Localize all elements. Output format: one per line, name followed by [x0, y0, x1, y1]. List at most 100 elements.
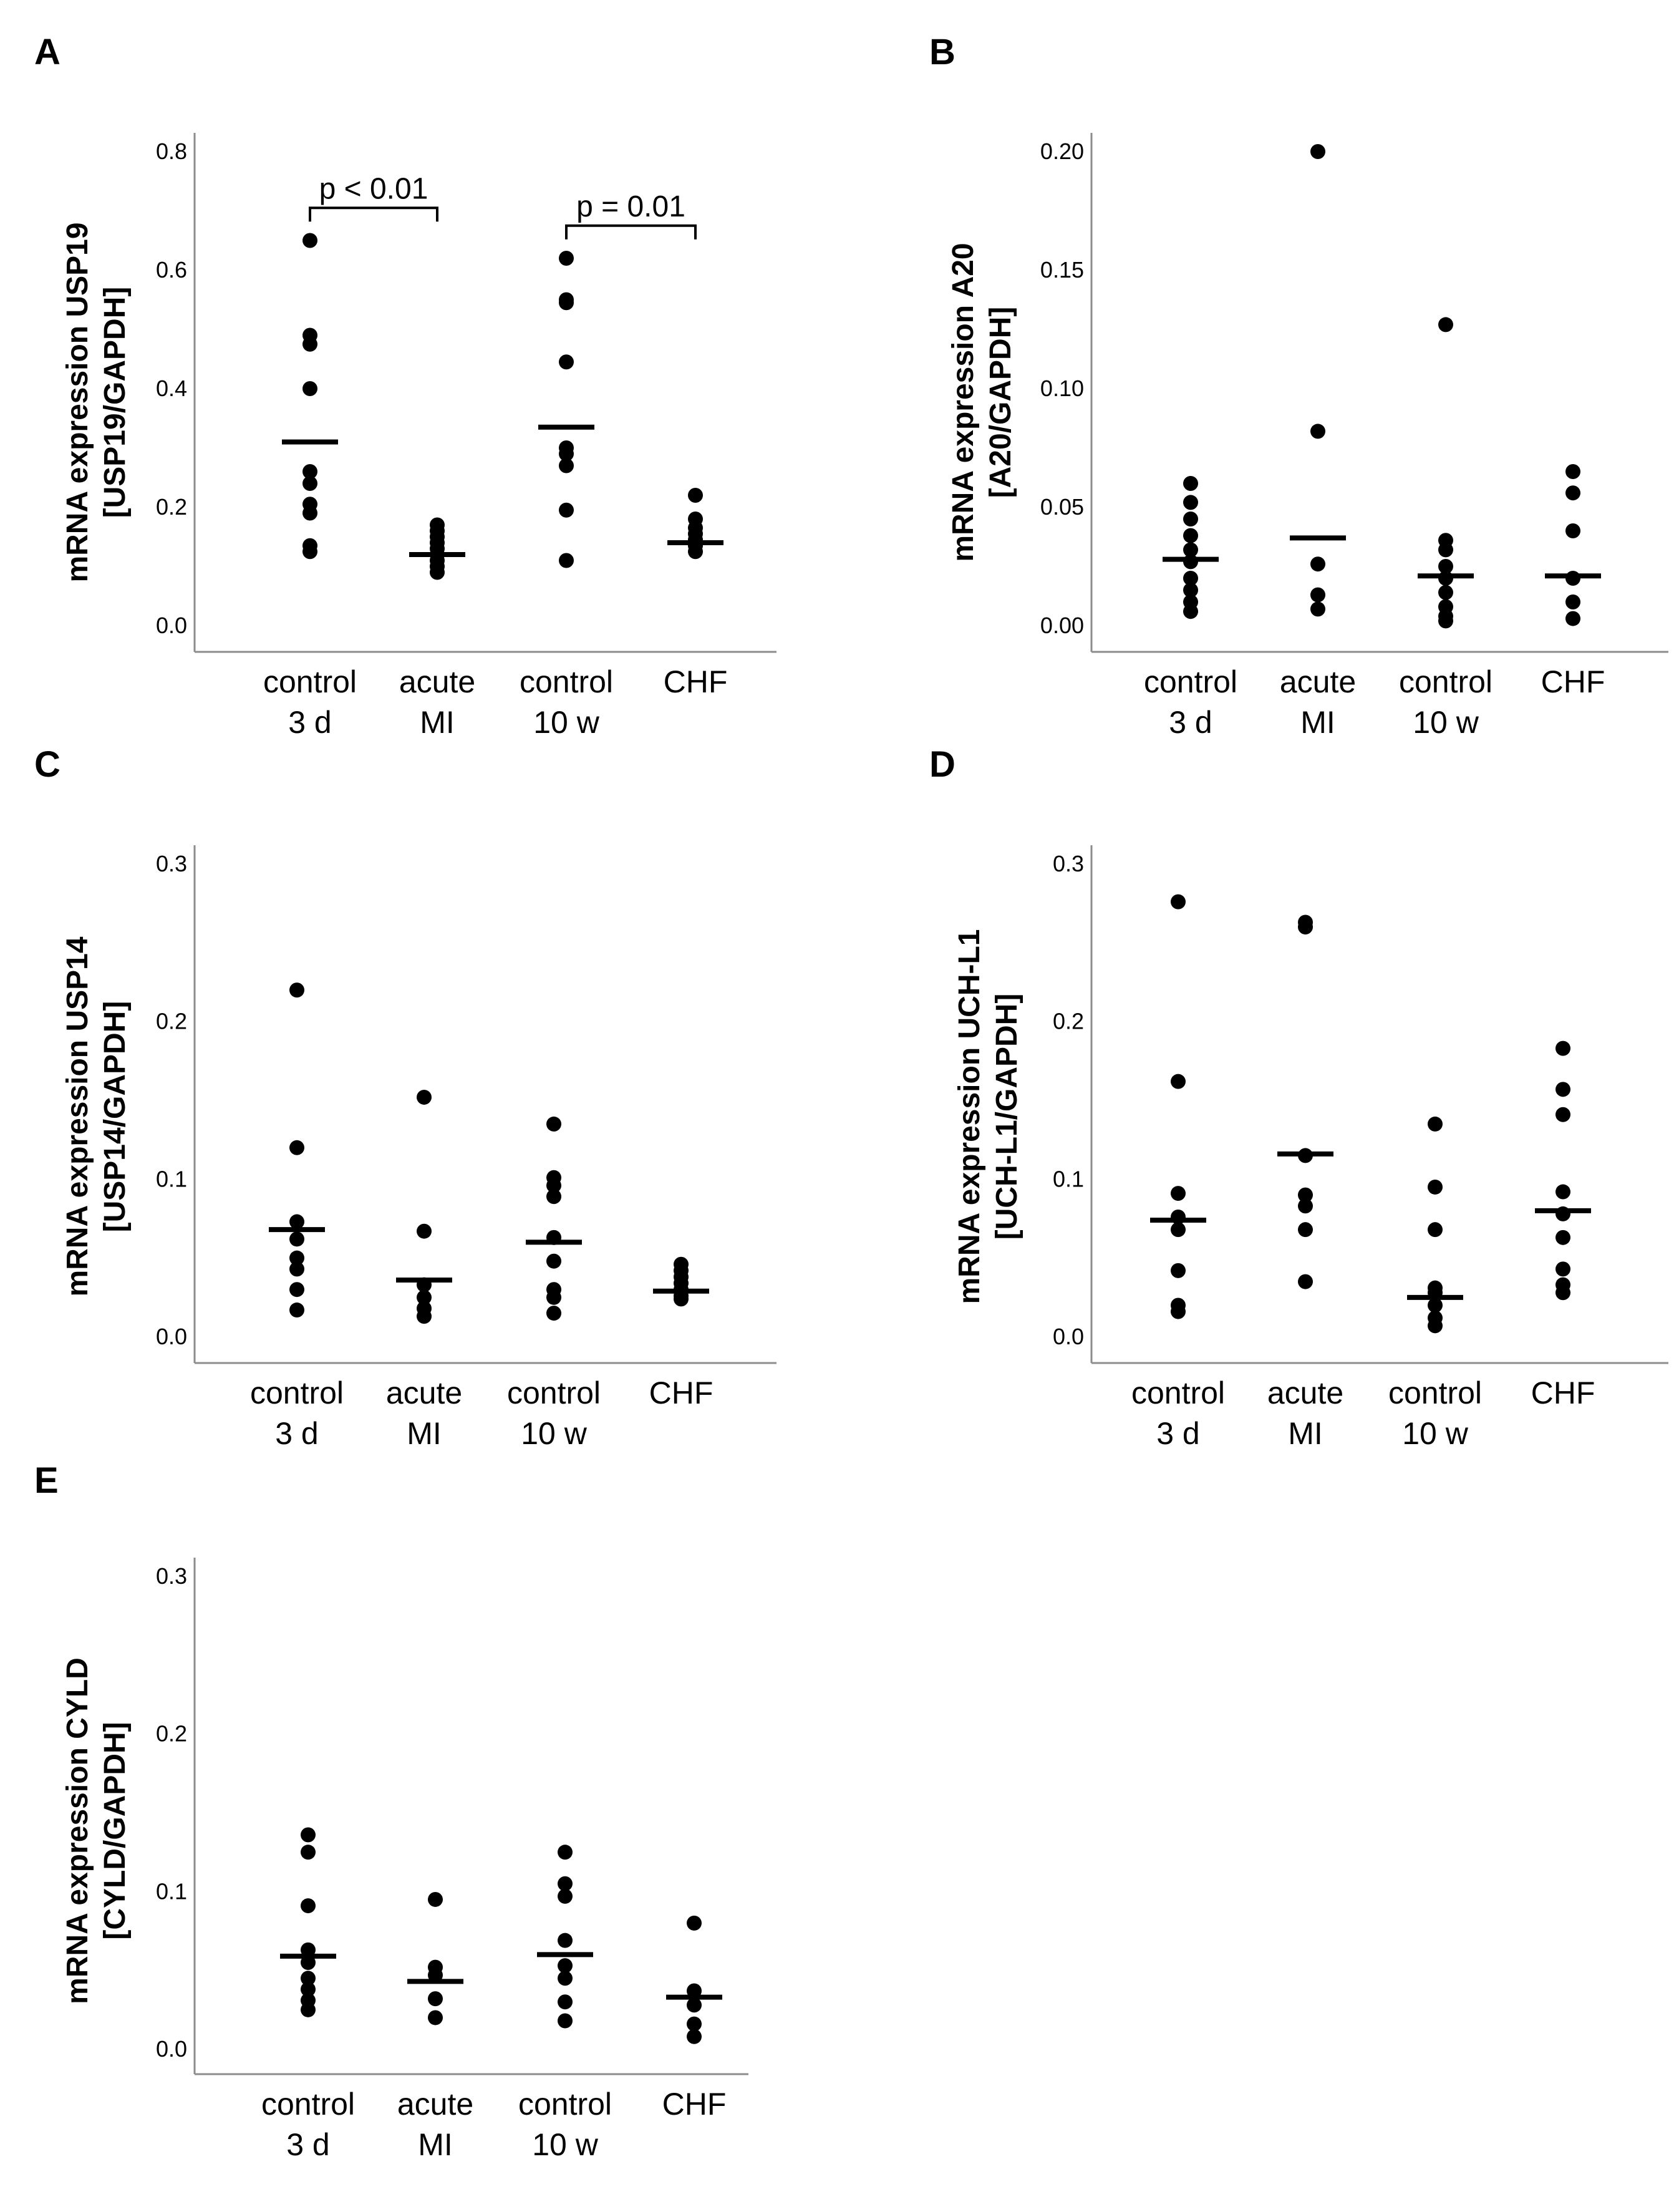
y-tick-label: 0.15 — [1040, 257, 1084, 283]
y-axis-title: mRNA expression USP14 — [61, 936, 94, 1296]
category-label: acute — [397, 2087, 473, 2122]
data-point — [1183, 528, 1198, 543]
series-control-10-w — [537, 1845, 593, 2029]
panel-letter: B — [929, 32, 956, 72]
data-point — [558, 1933, 573, 1948]
category-label: 10 w — [532, 2127, 599, 2162]
data-point — [1310, 424, 1325, 439]
category-label: CHF — [664, 664, 728, 699]
data-point — [1438, 542, 1453, 558]
data-point — [1428, 1298, 1443, 1313]
series-control-3-d — [1150, 894, 1206, 1319]
series-control-3-d — [282, 233, 338, 560]
data-point — [546, 1116, 561, 1132]
data-point — [687, 2016, 702, 2032]
data-point — [1555, 1082, 1570, 1097]
category-label: control — [261, 2087, 355, 2122]
data-point — [558, 1876, 573, 1891]
data-point — [688, 544, 703, 560]
category-label: 3 d — [1169, 705, 1212, 740]
category-label: 3 d — [1156, 1416, 1200, 1451]
data-point — [301, 1827, 316, 1843]
data-point — [559, 502, 574, 518]
data-point — [546, 1306, 561, 1321]
category-label: acute — [399, 664, 475, 699]
category-label: control — [520, 664, 613, 699]
y-tick-label: 0.10 — [1040, 376, 1084, 401]
data-point — [302, 505, 317, 521]
significance-bracket — [309, 206, 438, 222]
data-point — [1438, 585, 1453, 600]
category-label: 10 w — [1402, 1416, 1469, 1451]
y-tick-label: 0.6 — [156, 257, 187, 283]
data-point — [289, 1140, 304, 1155]
data-point — [301, 1845, 316, 1860]
y-axis-unit: [CYLD/GAPDH] — [99, 1722, 132, 1939]
data-point — [1298, 1222, 1313, 1238]
data-point — [559, 446, 574, 462]
data-point — [1438, 613, 1453, 629]
y-tick-label: 0.0 — [156, 1324, 187, 1349]
data-point — [558, 1994, 573, 2010]
data-point — [428, 1967, 443, 1983]
data-point — [1183, 495, 1198, 510]
series-control-3-d — [280, 1827, 336, 2017]
y-tick-label: 0.8 — [156, 138, 187, 164]
panel-letter: D — [929, 744, 956, 785]
data-point — [558, 1888, 573, 1904]
data-point — [687, 1915, 702, 1931]
category-label: 10 w — [533, 705, 600, 740]
y-axis-unit: [UCH-L1/GAPDH] — [990, 994, 1023, 1240]
data-point — [430, 565, 445, 580]
data-point — [546, 1253, 561, 1269]
series-control-3-d — [269, 982, 325, 1318]
data-point — [546, 1189, 561, 1205]
data-point — [559, 553, 574, 568]
data-point — [417, 1289, 432, 1305]
data-point — [1555, 1107, 1570, 1122]
series-acute-mi — [396, 1089, 452, 1324]
data-point — [559, 354, 574, 370]
category-label: control — [1144, 664, 1237, 699]
panel-c: C 0.0 0.1 0.2 0.3 mRNA expression USP14 [USP14… — [34, 744, 777, 1451]
category-label: control — [1388, 1375, 1482, 1410]
data-point — [1565, 611, 1580, 626]
series-chf — [667, 488, 723, 560]
data-point — [301, 2002, 316, 2017]
data-point — [687, 1997, 702, 2013]
category-label: acute — [386, 1375, 462, 1410]
data-point — [1428, 1116, 1443, 1132]
category-label: 3 d — [288, 705, 332, 740]
data-point — [1183, 542, 1198, 558]
panel-letter: C — [34, 744, 60, 785]
data-point — [1555, 1184, 1570, 1200]
data-point — [1565, 464, 1580, 479]
data-point — [559, 458, 574, 473]
category-label: acute — [1280, 664, 1356, 699]
data-point — [1310, 587, 1325, 603]
data-point — [289, 1282, 304, 1298]
p-value-label: p = 0.01 — [576, 190, 685, 223]
data-point — [546, 1289, 561, 1305]
data-point — [1171, 1074, 1186, 1089]
y-axis-unit: [A20/GAPDH] — [984, 307, 1017, 498]
panel-d: D 0.0 0.1 0.2 0.3 mRNA expression UCH-L1 [UCH-… — [929, 744, 1668, 1451]
panel-b: B 0.00 0.05 0.10 0.15 0.20 mRNA expression A20… — [929, 32, 1668, 740]
y-tick-label: 0.2 — [156, 494, 187, 520]
panel-e: E 0.0 0.1 0.2 0.3 mRNA expression CYLD [CYLD/G… — [34, 1460, 748, 2162]
y-axis-unit: [USP14/GAPDH] — [99, 1001, 132, 1233]
data-point — [289, 1302, 304, 1318]
category-label: control — [1131, 1375, 1225, 1410]
p-value-label: p < 0.01 — [319, 172, 428, 205]
y-tick-label: 0.3 — [1053, 851, 1084, 876]
data-point — [1310, 601, 1325, 617]
data-point — [1310, 144, 1325, 159]
category-label: 10 w — [1413, 705, 1479, 740]
series-chf — [653, 1256, 709, 1307]
data-point — [1565, 594, 1580, 609]
series-acute-mi — [1290, 144, 1346, 617]
data-point — [558, 1845, 573, 1860]
y-tick-label: 0.20 — [1040, 138, 1084, 164]
y-axis-title: mRNA expression A20 — [947, 243, 980, 561]
data-point — [559, 295, 574, 311]
